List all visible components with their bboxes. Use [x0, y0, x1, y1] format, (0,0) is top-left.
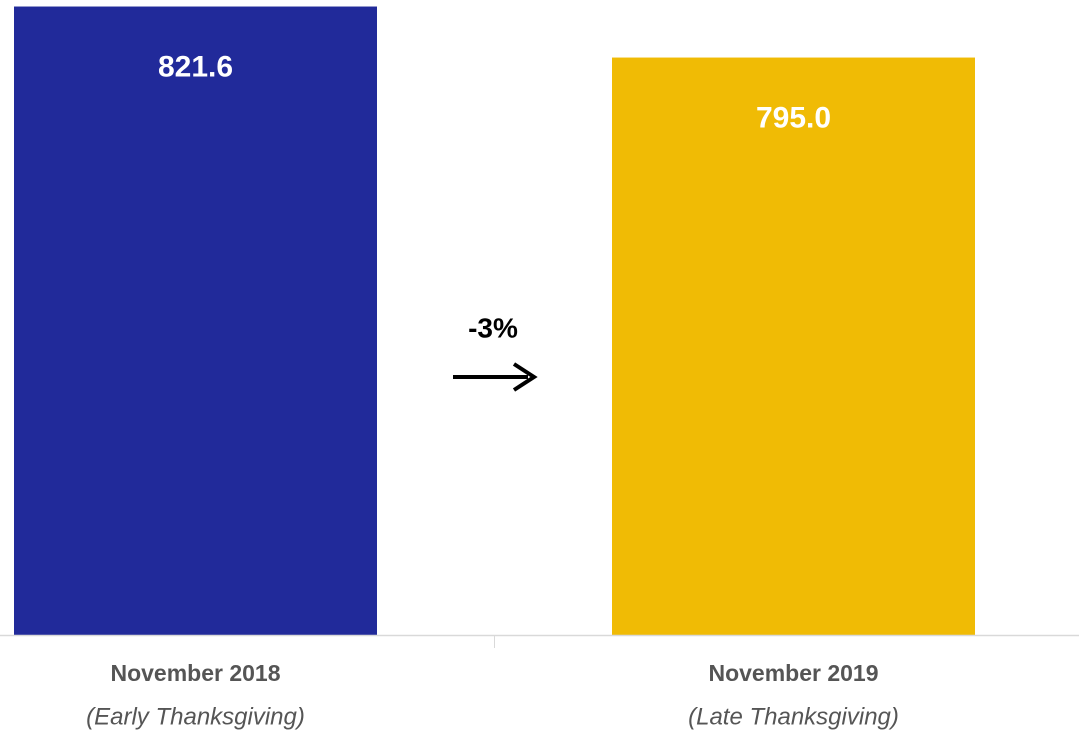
arrow: [453, 362, 538, 392]
bar: [612, 57, 975, 636]
category-label: November 2019: [708, 660, 878, 686]
category-subtitle: (Late Thanksgiving): [688, 703, 899, 730]
category-label: November 2018: [110, 660, 280, 686]
change-annotation: -3%: [468, 312, 518, 343]
arrow-head: [512, 362, 538, 392]
value-label: 821.6: [158, 50, 233, 83]
value-label: 795.0: [756, 101, 831, 134]
category-subtitle: (Early Thanksgiving): [86, 703, 305, 730]
bar: [14, 6, 377, 636]
